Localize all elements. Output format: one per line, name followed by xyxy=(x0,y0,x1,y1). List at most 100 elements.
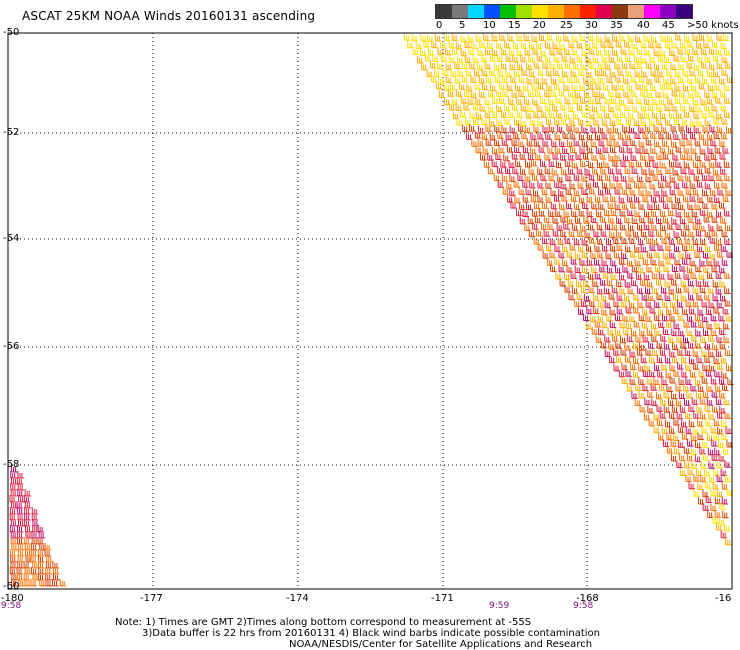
wind-barb xyxy=(580,62,588,70)
wind-barb xyxy=(489,54,497,62)
wind-barb xyxy=(702,390,710,399)
wind-barb xyxy=(455,103,463,111)
wind-barb xyxy=(681,307,689,315)
wind-barb xyxy=(18,579,25,587)
wind-barb xyxy=(707,83,715,92)
wind-barb xyxy=(593,306,600,314)
wind-barb xyxy=(692,187,700,196)
wind-barb xyxy=(438,76,445,85)
wind-barb xyxy=(622,124,629,133)
wind-barb xyxy=(642,369,650,378)
wind-barb xyxy=(706,209,714,218)
wind-barb xyxy=(724,286,731,295)
wind-barb xyxy=(560,181,568,190)
wind-barb xyxy=(631,328,638,337)
wind-barb xyxy=(668,398,675,406)
wind-barb xyxy=(616,293,624,301)
wind-barb xyxy=(674,83,681,92)
wind-barb xyxy=(633,292,640,301)
wind-barb xyxy=(524,125,532,134)
wind-barb xyxy=(546,83,553,92)
wind-barb xyxy=(567,167,575,175)
wind-barb xyxy=(716,474,724,482)
wind-barb xyxy=(549,61,556,70)
wind-barb xyxy=(554,209,562,217)
wind-barb xyxy=(663,405,671,413)
wind-barb xyxy=(640,278,647,286)
wind-barb xyxy=(567,75,574,83)
wind-barb xyxy=(527,216,535,225)
wind-barb xyxy=(714,496,722,505)
wind-barb xyxy=(426,69,434,78)
wind-barb xyxy=(671,40,678,49)
wind-barb xyxy=(621,61,629,69)
wind-barb xyxy=(704,342,712,350)
wind-barb xyxy=(559,202,566,210)
lon-label: -174 xyxy=(286,593,309,604)
wind-barb xyxy=(449,83,457,91)
wind-barb xyxy=(502,187,510,195)
wind-barb xyxy=(625,181,633,189)
wind-barb xyxy=(629,138,637,146)
wind-barb xyxy=(556,160,563,169)
wind-barb xyxy=(690,370,697,378)
legend-color-swatch xyxy=(676,5,692,18)
wind-barb xyxy=(552,229,560,237)
wind-barb xyxy=(619,335,627,344)
wind-barb xyxy=(561,117,568,125)
wind-barb xyxy=(706,69,714,77)
wind-barb xyxy=(695,341,702,349)
wind-barb xyxy=(703,328,710,337)
wind-barb xyxy=(646,377,654,385)
wind-barb xyxy=(30,549,38,557)
wind-barb xyxy=(700,461,708,470)
wind-barb xyxy=(532,97,539,106)
wind-barb xyxy=(552,103,559,112)
wind-barb xyxy=(610,96,618,104)
wind-barb xyxy=(578,244,585,253)
wind-barb xyxy=(698,370,706,378)
wind-barb xyxy=(570,194,578,203)
wind-barb xyxy=(608,55,616,63)
wind-barb xyxy=(24,579,31,587)
wind-barb xyxy=(621,236,628,245)
wind-barb xyxy=(551,167,559,176)
wind-barb xyxy=(673,230,681,238)
wind-barb xyxy=(715,349,723,357)
wind-barb xyxy=(688,404,695,412)
wind-barb xyxy=(491,159,499,168)
wind-barb xyxy=(491,33,499,41)
wind-barb xyxy=(17,507,24,515)
wind-barb xyxy=(594,271,602,280)
wind-barb xyxy=(711,390,719,398)
wind-barb xyxy=(720,244,728,252)
wind-barb xyxy=(658,180,665,189)
wind-barb xyxy=(688,356,696,365)
wind-barb xyxy=(559,139,566,148)
wind-barb xyxy=(650,146,657,154)
wind-barb xyxy=(666,320,673,328)
wind-barb xyxy=(556,110,563,119)
wind-barb xyxy=(637,286,644,294)
wind-barb xyxy=(721,432,728,441)
wind-barb xyxy=(690,320,698,328)
wind-barb xyxy=(624,40,631,48)
wind-barb xyxy=(529,117,537,126)
wind-barb xyxy=(716,489,724,498)
wind-barb xyxy=(533,139,541,147)
wind-barb xyxy=(573,173,581,181)
wind-barb xyxy=(711,76,718,84)
wind-barb xyxy=(699,223,706,232)
wind-barb xyxy=(696,180,704,188)
wind-barb xyxy=(711,103,718,112)
wind-barb xyxy=(634,258,642,267)
wind-barb xyxy=(713,432,721,441)
wind-barb xyxy=(532,47,539,55)
wind-barb xyxy=(539,159,547,167)
legend-tick-5: 5 xyxy=(459,20,466,31)
wind-barb xyxy=(580,223,587,232)
wind-barb xyxy=(623,76,630,84)
wind-barb xyxy=(684,460,691,469)
wind-barb xyxy=(573,75,581,84)
wind-barb xyxy=(556,34,563,42)
